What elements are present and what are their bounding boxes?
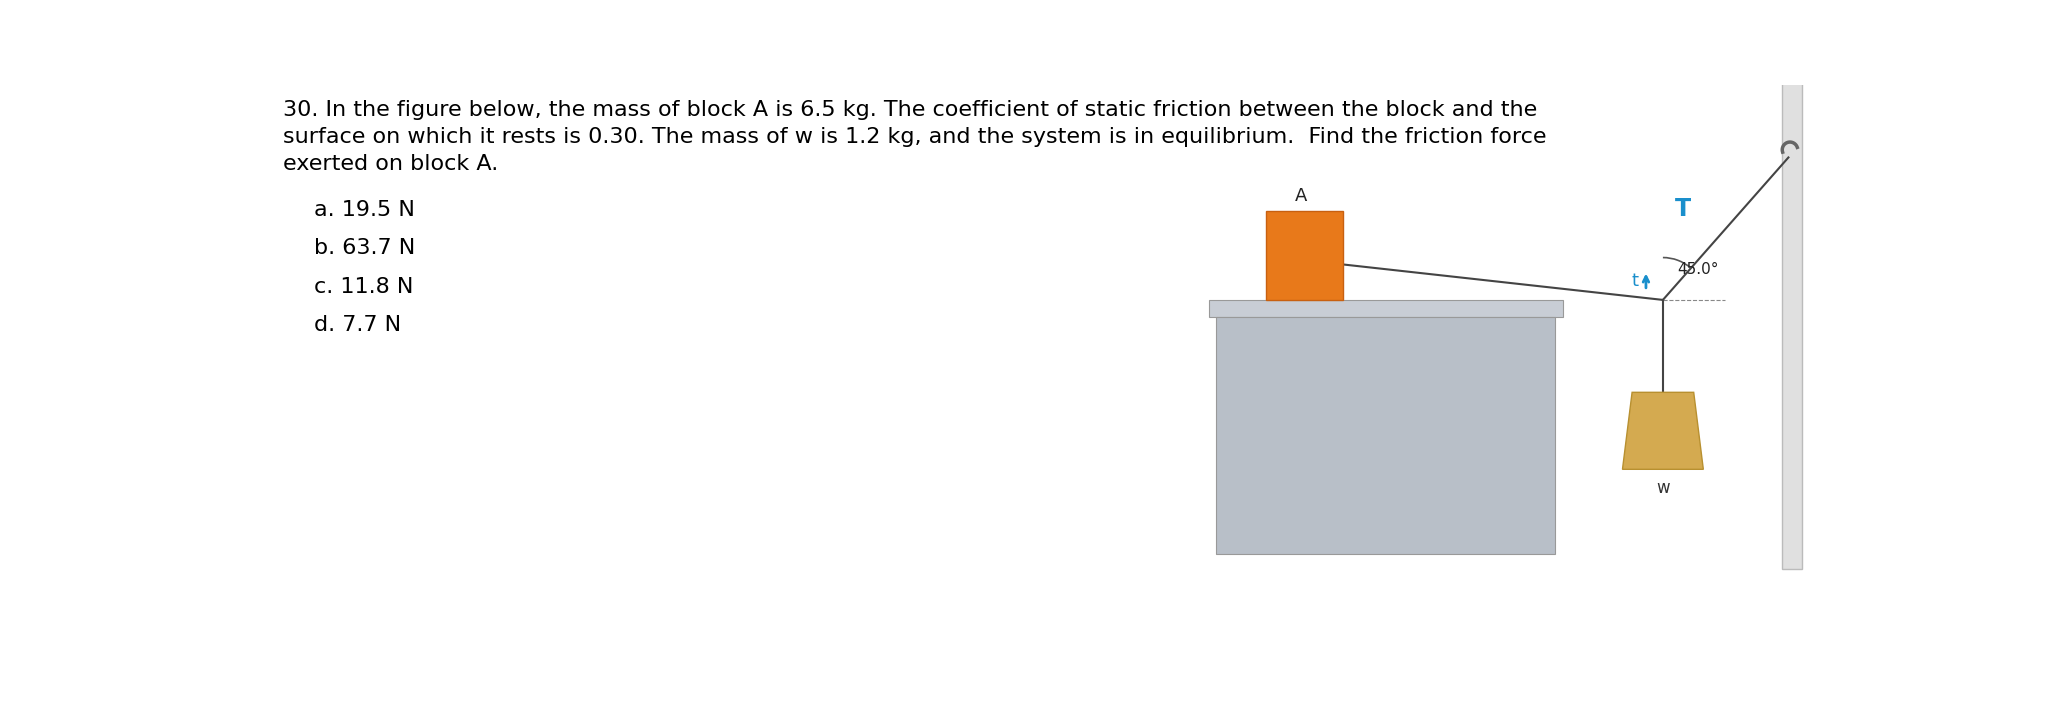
Text: b. 63.7 N: b. 63.7 N [314, 238, 414, 258]
Text: exerted on block A.: exerted on block A. [283, 154, 498, 174]
Text: w: w [1655, 479, 1670, 496]
Bar [1782, 77, 1801, 569]
Text: T: T [1676, 197, 1692, 221]
Text: surface on which it rests is 0.30. The mass of w is 1.2 kg, and the system is in: surface on which it rests is 0.30. The m… [283, 127, 1546, 147]
Bar [1208, 300, 1563, 317]
Text: c. 11.8 N: c. 11.8 N [314, 277, 412, 297]
Text: 45.0°: 45.0° [1678, 262, 1719, 277]
Bar [1265, 211, 1343, 300]
Text: A: A [1294, 187, 1306, 205]
Bar [1216, 317, 1555, 554]
Text: t: t [1631, 272, 1639, 290]
Polygon shape [1622, 392, 1702, 469]
Text: 30. In the figure below, the mass of block A is 6.5 kg. The coefficient of stati: 30. In the figure below, the mass of blo… [283, 100, 1538, 120]
Text: a. 19.5 N: a. 19.5 N [314, 200, 414, 220]
Text: d. 7.7 N: d. 7.7 N [314, 316, 402, 335]
